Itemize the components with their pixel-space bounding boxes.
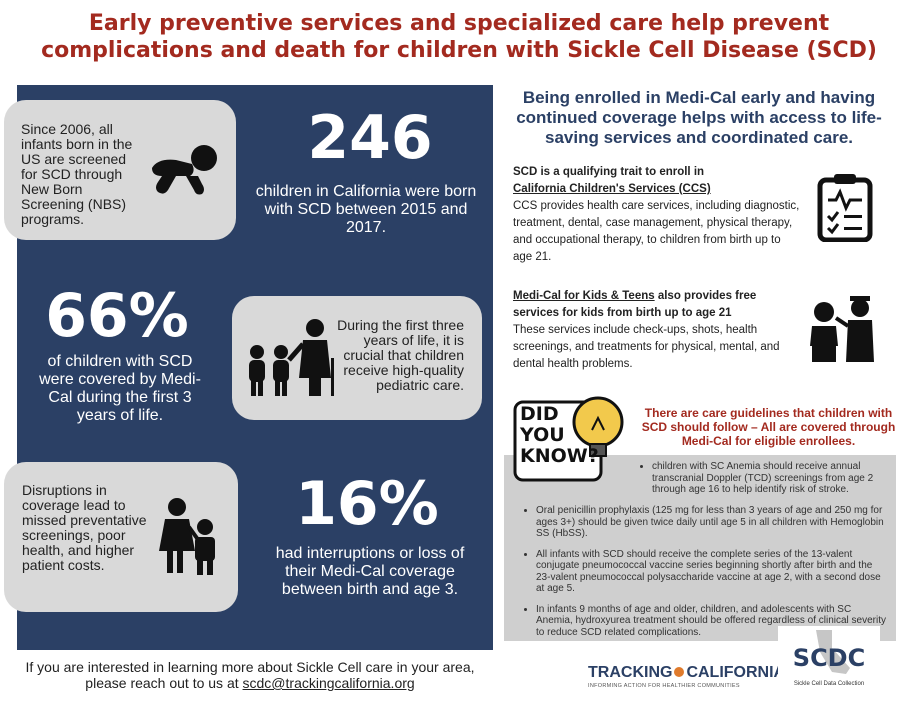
pediatric-care-card xyxy=(232,296,482,420)
baby-crawling-icon xyxy=(152,145,217,195)
stat-246-text: children in California were born with SC… xyxy=(255,183,477,236)
stat-246-number: 246 xyxy=(307,103,433,173)
guidelines-list-top: children with SC Anemia should receive a… xyxy=(638,461,888,505)
footer-line-2: please reach out to us at xyxy=(85,675,243,691)
list-item: Oral penicillin prophylaxis (125 mg for … xyxy=(536,505,886,540)
list-item: All infants with SCD should receive the … xyxy=(536,549,886,595)
footer-contact: If you are interested in learning more a… xyxy=(10,659,490,691)
california-map-icon xyxy=(816,630,850,674)
medi-cal-kids-section: Medi-Cal for Kids & Teens also provides … xyxy=(513,288,798,373)
ccs-body: CCS provides health care services, inclu… xyxy=(513,200,800,263)
scdc-logo: SCDC Sickle Cell Data Collection xyxy=(778,626,880,698)
clipboard-checklist-icon xyxy=(817,174,873,242)
list-item: children with SC Anemia should receive a… xyxy=(652,461,888,496)
title-line-1: Early preventive services and specialize… xyxy=(88,11,830,36)
mother-child-icon xyxy=(159,498,215,575)
lightbulb-icon xyxy=(513,396,624,482)
coverage-disruption-text: Disruptions in coverage lead to missed p… xyxy=(22,482,147,573)
doctor-patient-icon xyxy=(810,296,874,362)
newborn-screening-card xyxy=(4,100,236,240)
title-line-2: complications and death for children wit… xyxy=(41,38,877,63)
guidelines-title: There are care guidelines that children … xyxy=(641,406,896,448)
footer-line-1: If you are interested in learning more a… xyxy=(25,659,475,675)
medi-cal-kids-body: These services include check-ups, shots,… xyxy=(513,324,780,370)
page-title: Early preventive services and specialize… xyxy=(0,10,918,64)
stat-16-text: had interruptions or loss of their Medi-… xyxy=(275,545,465,598)
parent-children-icon xyxy=(249,319,334,396)
stat-16-number: 16% xyxy=(295,469,439,539)
medi-cal-kids-link[interactable]: Medi-Cal for Kids & Teens xyxy=(513,290,655,302)
stat-66-number: 66% xyxy=(45,281,189,351)
enrollment-title: Being enrolled in Medi-Cal early and hav… xyxy=(516,88,882,147)
ccs-section: SCD is a qualifying trait to enroll in C… xyxy=(513,164,803,266)
newborn-screening-text: Since 2006, all infants born in the US a… xyxy=(21,121,133,227)
tracking-california-logo: TRACKING CALIFORNIA INFORMING ACTION FOR … xyxy=(588,664,786,689)
medi-cal-kids-heading: also provides free services for kids fro… xyxy=(513,290,757,319)
guidelines-list: Oral penicillin prophylaxis (125 mg for … xyxy=(522,505,886,647)
pediatric-care-text: During the first three years of life, it… xyxy=(337,317,464,393)
ccs-link[interactable]: California Children's Services (CCS) xyxy=(513,183,711,195)
stat-66-text: of children with SCD were covered by Med… xyxy=(39,353,201,424)
list-item: In infants 9 months of age and older, ch… xyxy=(536,604,886,639)
contact-email-link[interactable]: scdc@trackingcalifornia.org xyxy=(242,675,415,691)
ccs-heading-1: SCD is a qualifying trait to enroll in xyxy=(513,166,705,178)
guidelines-box xyxy=(504,455,896,641)
did-you-know-label: DID YOU KNOW? xyxy=(520,403,599,467)
